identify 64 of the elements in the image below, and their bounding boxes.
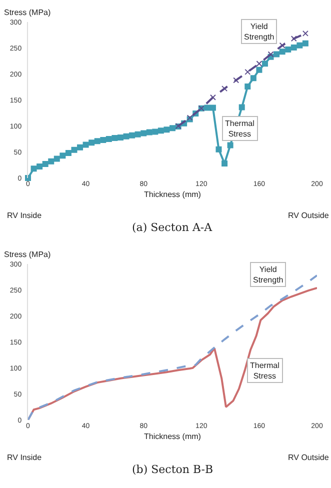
point [222,160,228,166]
point [279,42,286,48]
point [279,48,286,55]
point [244,83,251,90]
x-axis-title: Thickness (mm) [144,190,202,200]
point [290,44,297,50]
point [256,66,262,73]
point [123,133,130,140]
point [210,94,216,100]
point [77,144,84,150]
point [106,136,112,142]
point [54,156,60,162]
point [238,104,245,110]
point [42,160,48,167]
point [244,68,251,75]
point [30,166,37,172]
text: RV Outside [288,211,330,220]
point [134,131,141,138]
point [146,129,152,136]
point [158,128,164,134]
point [100,137,106,144]
point [117,134,124,140]
point [112,134,118,141]
point [88,140,95,146]
point [82,142,89,148]
y-axis-title: Stress (MPa) [4,250,52,259]
annotation: Yield Strength [253,265,284,284]
point [290,36,297,42]
point [227,142,234,148]
point [71,146,78,153]
point [65,150,72,156]
text: (b) Secton B-B [132,463,214,476]
text: RV Inside [7,211,42,220]
point [256,60,262,67]
point [233,77,240,84]
point [94,138,100,144]
point [48,158,54,164]
point [302,30,308,36]
point [268,51,274,58]
point [204,104,210,111]
point [274,51,280,58]
point [140,130,147,136]
point [216,146,222,152]
text: RV Outside [288,453,330,462]
text: (a) Secton A-A [132,221,214,234]
point [25,175,31,181]
x-axis-title: Thickness (mm) [144,432,202,442]
annotation: Yield Strength [244,22,274,42]
point [152,128,158,135]
point [129,132,136,138]
point [210,104,216,111]
point [302,40,308,46]
annotation: Thermal Stress [250,361,280,380]
annotation: Thermal Stress [225,119,255,138]
point [36,164,43,170]
point [262,60,268,67]
point [296,42,303,48]
point [250,75,256,82]
point [60,152,66,159]
point [170,125,176,132]
y-axis-title: Stress (MPa) [4,8,52,17]
point [285,46,292,53]
point [164,126,170,133]
text: RV Inside [7,453,42,462]
